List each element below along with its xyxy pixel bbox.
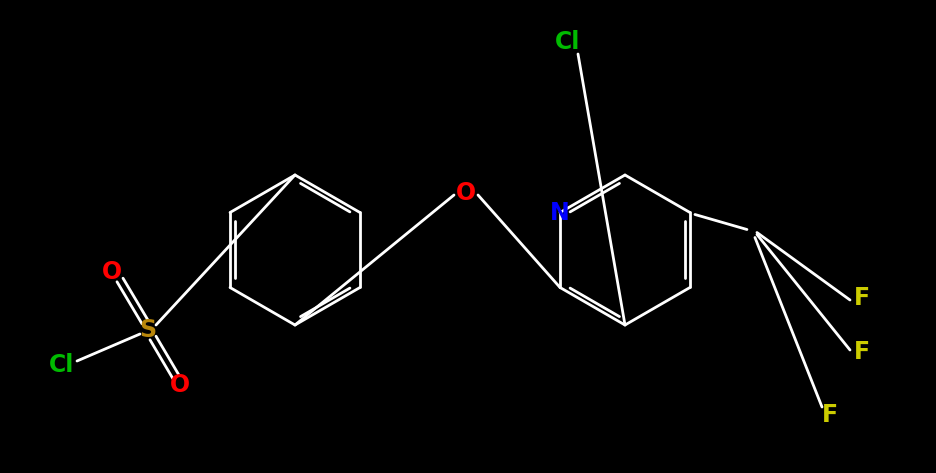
Text: F: F bbox=[821, 403, 837, 427]
Text: F: F bbox=[853, 340, 870, 364]
Text: F: F bbox=[853, 286, 870, 310]
Text: O: O bbox=[102, 260, 122, 284]
Text: O: O bbox=[456, 181, 475, 205]
Text: O: O bbox=[169, 373, 190, 397]
Text: Cl: Cl bbox=[50, 353, 75, 377]
Text: N: N bbox=[549, 201, 569, 225]
Text: Cl: Cl bbox=[555, 30, 580, 54]
Text: S: S bbox=[139, 318, 156, 342]
